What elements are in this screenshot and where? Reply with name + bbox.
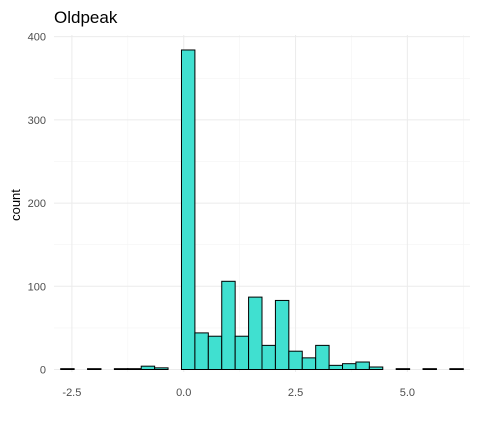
y-tick-label: 400 [28,32,46,44]
y-tick-label: 200 [28,198,46,210]
histogram-bar [301,357,317,371]
histogram-bar [127,368,142,371]
histogram-bar [248,296,263,371]
histogram-bar [449,368,464,371]
histogram-bar [194,332,209,371]
x-tick-label: -2.5 [62,387,81,399]
y-tick-label: 100 [28,281,46,293]
y-axis-ticks: 0 100 200 300 400 [28,32,46,377]
histogram-bar [342,363,357,371]
histogram-bar [180,49,196,371]
grid [54,35,470,372]
histogram-bar [422,368,437,371]
histogram-bar [60,368,75,371]
histogram-bar [234,335,250,371]
y-axis-title: count [8,189,23,221]
chart-title: Oldpeak [54,8,118,27]
histogram-bar [328,364,344,371]
histogram-bar [315,344,330,371]
y-tick-label: 0 [40,365,46,377]
bars [60,49,464,371]
y-tick-label: 300 [28,115,46,127]
histogram-bar [140,365,156,371]
x-tick-label: 0.0 [176,387,191,399]
histogram-bar [368,366,384,371]
histogram-bar [355,361,370,371]
x-tick-label: 2.5 [288,387,303,399]
histogram-bar [113,368,129,371]
x-tick-label: 5.0 [400,387,415,399]
histogram-bar [221,280,236,371]
histogram-bar [274,299,290,371]
histogram-bar [87,368,102,371]
histogram-bar [207,335,223,371]
histogram-bar [154,367,169,371]
histogram-bar [261,344,276,371]
histogram-bar [288,350,303,371]
x-axis-ticks: -2.5 0.0 2.5 5.0 [62,387,415,399]
histogram-bar [395,368,411,371]
